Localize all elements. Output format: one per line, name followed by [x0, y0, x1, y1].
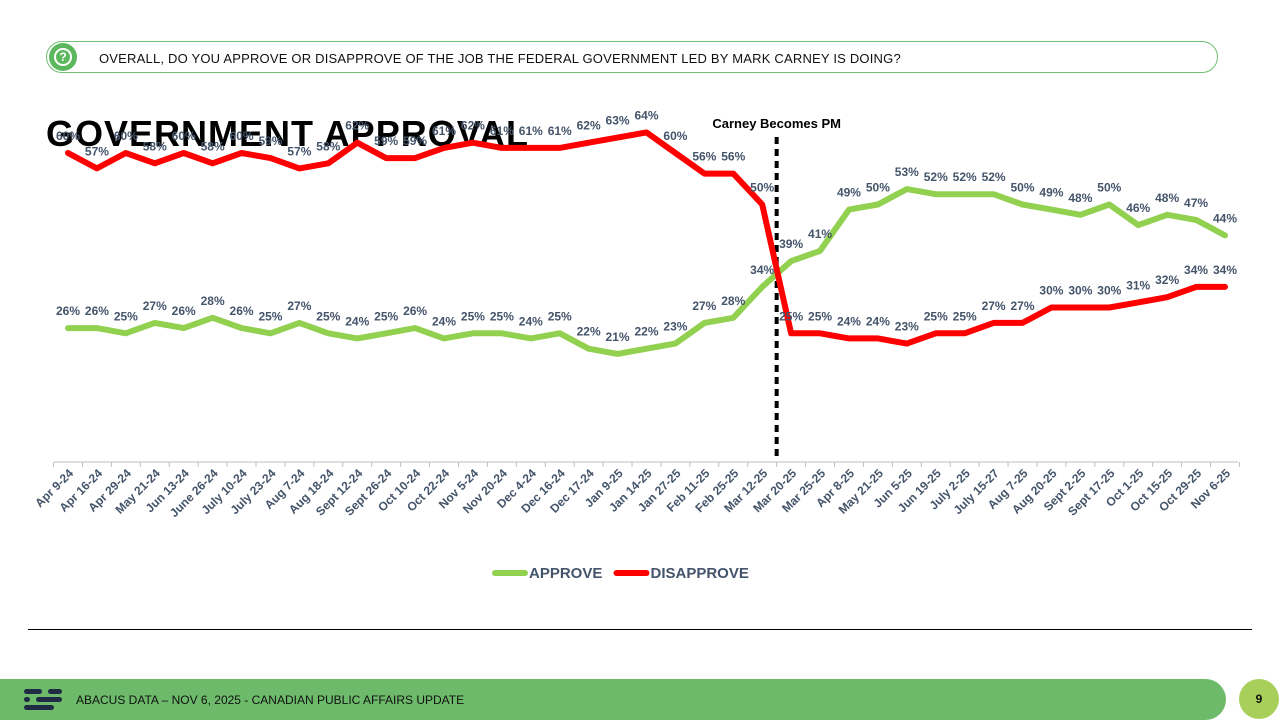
disapprove-data-label: 59% — [374, 134, 398, 148]
disapprove-data-label: 50% — [750, 181, 774, 195]
disapprove-data-label: 64% — [634, 108, 658, 122]
disapprove-data-label: 60% — [172, 129, 196, 143]
approve-data-label: 44% — [1213, 211, 1237, 225]
approve-data-label: 26% — [230, 304, 254, 318]
approve-data-label: 49% — [1039, 186, 1063, 200]
approve-data-label: 41% — [808, 227, 832, 241]
approve-data-label: 22% — [577, 325, 601, 339]
question-bar: ? OVERALL, DO YOU APPROVE OR DISAPPROVE … — [46, 41, 1218, 73]
approve-data-label: 50% — [1011, 181, 1035, 195]
disapprove-data-label: 25% — [779, 309, 803, 323]
disapprove-data-label: 60% — [230, 129, 254, 143]
approve-data-label: 25% — [114, 309, 138, 323]
approve-legend-label: APPROVE — [529, 565, 602, 582]
disapprove-data-label: 25% — [953, 309, 977, 323]
disapprove-data-label: 34% — [1184, 263, 1208, 277]
disapprove-data-label: 31% — [1126, 278, 1150, 292]
question-mark-glyph: ? — [54, 48, 72, 66]
footer-bar: ABACUS DATA – NOV 6, 2025 - CANADIAN PUB… — [0, 679, 1226, 720]
disapprove-data-label: 25% — [924, 309, 948, 323]
abacus-logo — [24, 689, 62, 711]
approve-data-label: 50% — [1097, 181, 1121, 195]
annotation-label: Carney Becomes PM — [712, 116, 841, 131]
approve-data-label: 23% — [663, 320, 687, 334]
disapprove-data-label: 30% — [1068, 284, 1092, 298]
approve-data-label: 52% — [982, 170, 1006, 184]
disapprove-data-label: 34% — [1213, 263, 1237, 277]
approve-data-label: 50% — [866, 181, 890, 195]
disapprove-data-label: 61% — [519, 124, 543, 138]
approve-data-label: 25% — [461, 309, 485, 323]
approve-data-label: 21% — [606, 330, 630, 344]
disapprove-data-label: 30% — [1039, 284, 1063, 298]
approve-data-label: 28% — [721, 294, 745, 308]
disapprove-data-label: 58% — [201, 139, 225, 153]
disapprove-data-label: 61% — [432, 124, 456, 138]
disapprove-legend-label: DISAPPROVE — [651, 565, 749, 582]
approve-data-label: 39% — [779, 237, 803, 251]
disapprove-data-label: 24% — [837, 314, 861, 328]
disapprove-data-label: 27% — [982, 299, 1006, 313]
approve-data-label: 49% — [837, 186, 861, 200]
approve-data-label: 47% — [1184, 196, 1208, 210]
disapprove-data-label: 60% — [56, 129, 80, 143]
divider-line — [28, 629, 1252, 630]
disapprove-data-label: 61% — [548, 124, 572, 138]
approve-series-line — [65, 186, 1228, 357]
disapprove-data-label: 62% — [345, 119, 369, 133]
footer-text: ABACUS DATA – NOV 6, 2025 - CANADIAN PUB… — [76, 693, 465, 707]
disapprove-data-label: 62% — [461, 119, 485, 133]
approve-data-label: 27% — [287, 299, 311, 313]
disapprove-data-label: 63% — [606, 114, 630, 128]
disapprove-data-label: 61% — [490, 124, 514, 138]
disapprove-data-label: 57% — [287, 144, 311, 158]
approve-data-label: 28% — [201, 294, 225, 308]
approve-data-label: 27% — [692, 299, 716, 313]
disapprove-data-label: 30% — [1097, 284, 1121, 298]
disapprove-data-label: 24% — [866, 314, 890, 328]
disapprove-data-label: 56% — [721, 150, 745, 164]
approve-data-label: 48% — [1155, 191, 1179, 205]
disapprove-data-label: 58% — [143, 139, 167, 153]
disapprove-data-label: 56% — [692, 150, 716, 164]
disapprove-data-label: 60% — [663, 129, 687, 143]
approve-data-label: 26% — [85, 304, 109, 318]
approve-data-label: 24% — [519, 314, 543, 328]
approve-data-label: 24% — [345, 314, 369, 328]
approve-data-label: 22% — [634, 325, 658, 339]
approve-data-label: 26% — [172, 304, 196, 318]
disapprove-data-label: 60% — [114, 129, 138, 143]
disapprove-data-label: 62% — [577, 119, 601, 133]
disapprove-data-label: 59% — [403, 134, 427, 148]
disapprove-data-label: 58% — [316, 139, 340, 153]
disapprove-data-label: 27% — [1011, 299, 1035, 313]
disapprove-data-label: 32% — [1155, 273, 1179, 287]
approve-data-label: 26% — [56, 304, 80, 318]
question-mark-icon: ? — [49, 43, 77, 71]
approve-data-label: 25% — [548, 309, 572, 323]
approve-data-label: 25% — [258, 309, 282, 323]
survey-question: OVERALL, DO YOU APPROVE OR DISAPPROVE OF… — [99, 51, 901, 66]
approve-data-label: 25% — [374, 309, 398, 323]
approve-data-label: 25% — [490, 309, 514, 323]
approve-data-label: 52% — [953, 170, 977, 184]
approve-data-label: 52% — [924, 170, 948, 184]
disapprove-data-label: 23% — [895, 320, 919, 334]
approve-data-label: 27% — [143, 299, 167, 313]
approve-data-label: 34% — [750, 263, 774, 277]
approve-data-label: 53% — [895, 165, 919, 179]
approve-data-label: 46% — [1126, 201, 1150, 215]
disapprove-data-label: 25% — [808, 309, 832, 323]
approve-data-label: 26% — [403, 304, 427, 318]
disapprove-data-label: 57% — [85, 144, 109, 158]
approve-data-label: 24% — [432, 314, 456, 328]
disapprove-data-label: 59% — [258, 134, 282, 148]
approve-data-label: 25% — [316, 309, 340, 323]
disapprove-series-line — [65, 129, 1228, 347]
approve-data-label: 48% — [1068, 191, 1092, 205]
page-number: 9 — [1239, 679, 1279, 719]
